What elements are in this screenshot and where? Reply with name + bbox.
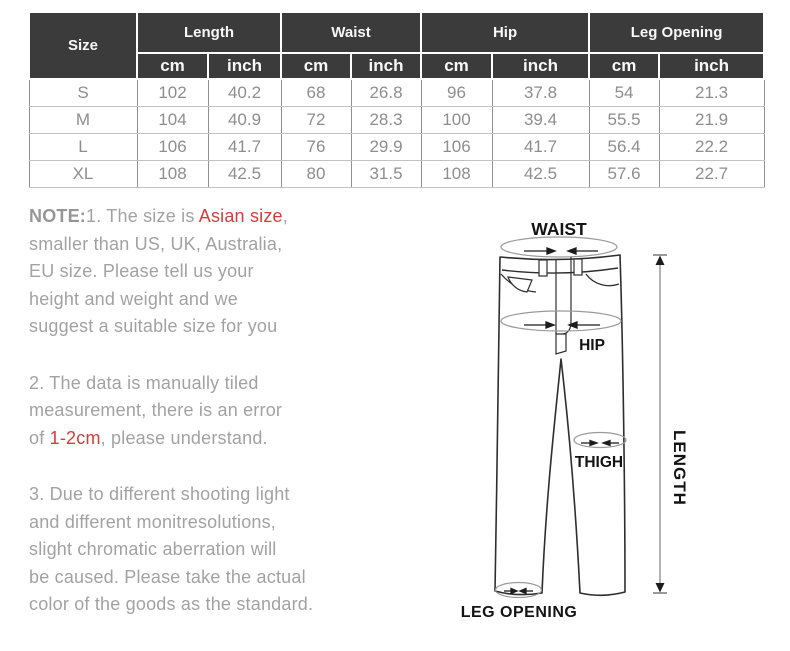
value-cell: 108 [420,160,493,188]
value-cell: 28.3 [350,106,422,134]
size-table-body: S 102 40.2 68 26.8 96 37.8 54 21.3 M 104 40.9 72 28.3… [28,78,765,188]
note-text-segment: 3. Due to different shooting light and d… [29,484,314,614]
value-cell: 100 [420,106,493,134]
note-text-segment: Asian size [198,206,283,226]
value-cell: 102 [136,78,209,107]
length-arrow [653,254,667,594]
fly-detail [555,257,572,355]
table-row: S 102 40.2 68 26.8 96 37.8 54 21.3 [28,78,765,107]
hip-measure-ellipse [500,310,622,332]
waist-measure-ellipse [500,236,618,258]
col-subheader-inch: inch [349,52,423,80]
col-subheader-inch: inch [491,52,591,80]
waistband-seam [501,267,619,274]
size-cell: M [28,106,138,134]
belt-loop [573,258,583,276]
right-pocket-curve [585,273,620,287]
value-cell: 40.9 [207,106,282,134]
value-cell: 21.9 [658,106,765,134]
value-cell: 41.7 [207,133,282,161]
table-row: XL 108 42.5 80 31.5 108 42.5 57.6 22.7 [28,160,765,188]
size-cell: L [28,133,138,161]
length-label: LENGTH [670,430,689,506]
col-subheader-inch: inch [207,52,282,80]
measure-arrows-icon [504,247,619,595]
note-text-segment: , smaller than US, UK, Australia, EU siz… [29,206,288,336]
value-cell: 55.5 [588,106,660,134]
note-text-segment: 1-2cm [49,427,101,448]
value-cell: 108 [136,160,209,188]
thigh-label: THIGH [575,454,623,471]
col-subheader-inch: inch [658,52,766,80]
value-cell: 41.7 [491,133,590,161]
leg-opening-measure-ellipse [494,581,543,599]
size-cell: XL [28,160,138,188]
col-subheader-cm: cm [588,52,661,80]
value-cell: 37.8 [491,78,590,107]
col-header-waist: Waist [279,11,423,54]
value-cell: 106 [136,133,209,161]
value-cell: 42.5 [207,160,282,188]
leg-opening-label: LEG OPENING [461,604,578,621]
hip-label: HIP [579,337,605,354]
note-text-segment: NOTE: [29,206,86,226]
value-cell: 22.7 [658,160,765,188]
note-paragraph: 3. Due to different shooting light and d… [29,481,411,619]
value-cell: 40.2 [207,78,282,107]
col-subheader-cm: cm [420,52,494,80]
value-cell: 21.3 [658,78,765,107]
col-subheader-cm: cm [280,52,352,80]
value-cell: 39.4 [491,106,590,134]
col-header-leg-opening: Leg Opening [588,11,766,54]
coin-pocket [507,276,533,293]
notes: NOTE:1. The size is Asian size, smaller … [29,203,411,648]
note-paragraph: NOTE:1. The size is Asian size, smaller … [29,203,411,341]
table-row: L 106 41.7 76 29.9 106 41.7 56.4 22.2 [28,133,765,161]
col-subheader-cm: cm [136,52,209,80]
value-cell: 104 [136,106,209,134]
value-cell: 72 [280,106,352,134]
value-cell: 29.9 [350,133,422,161]
value-cell: 26.8 [350,78,422,107]
value-cell: 56.4 [588,133,660,161]
note-text-segment: , please understand. [100,427,268,448]
col-header-length: Length [136,11,282,54]
value-cell: 68 [280,78,352,107]
belt-loop [538,259,548,277]
col-header-hip: Hip [420,11,591,54]
size-table: Size Length Waist Hip Leg Opening cm inc… [28,11,766,188]
size-table-header: Size Length Waist Hip Leg Opening cm inc… [28,11,766,80]
value-cell: 106 [420,133,493,161]
thigh-measure-ellipse [573,431,627,449]
value-cell: 96 [420,78,493,107]
table-row: M 104 40.9 72 28.3 100 39.4 55.5 21.9 [28,106,765,134]
value-cell: 31.5 [350,160,422,188]
note-paragraph: 2. The data is manually tiled measuremen… [29,370,411,453]
value-cell: 76 [280,133,352,161]
value-cell: 57.6 [588,160,660,188]
value-cell: 80 [280,160,352,188]
note-text-segment: 1. The size is [86,206,199,226]
pants-outline [494,254,626,597]
size-cell: S [28,78,138,107]
note-text-segment: 2. The data is manually tiled measuremen… [29,372,283,448]
col-header-size: Size [28,11,138,80]
value-cell: 22.2 [658,133,765,161]
value-cell: 42.5 [491,160,590,188]
pants-measurement-diagram: WAIST HIP THIGH LEG OPENING [461,219,689,621]
value-cell: 54 [588,78,660,107]
waist-label: WAIST [531,219,587,239]
